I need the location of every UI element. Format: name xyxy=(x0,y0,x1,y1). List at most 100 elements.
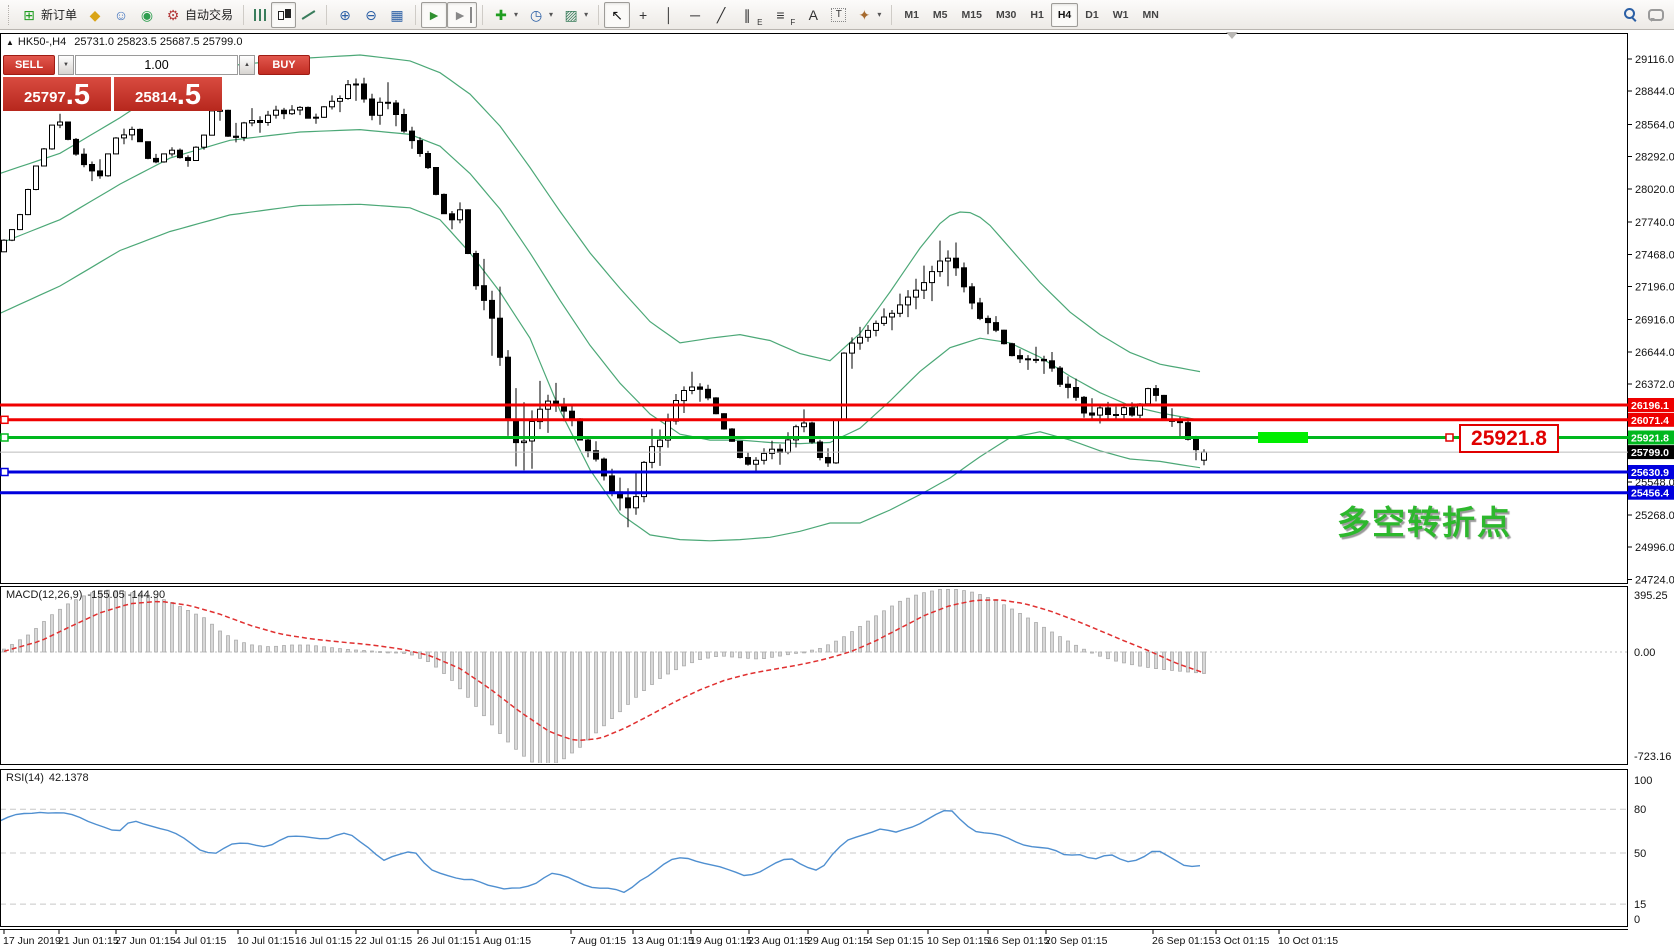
callout-anchor[interactable] xyxy=(1445,433,1454,442)
price-tag-label: 25630.9 xyxy=(1631,467,1669,479)
price-tag-label: 25456.4 xyxy=(1631,488,1669,500)
chevron-down-icon[interactable]: ▾ xyxy=(549,10,554,19)
price-tag xyxy=(1628,412,1674,427)
tile-windows-icon: ▦ xyxy=(390,6,404,23)
crosshair-button[interactable]: + xyxy=(630,2,656,28)
signals-button[interactable]: ◉ xyxy=(134,2,160,28)
channel-icon: ∥ xyxy=(743,6,751,23)
new-order-button[interactable]: ⊞ 新订单 xyxy=(16,2,82,28)
timeframe-w1[interactable]: W1 xyxy=(1112,8,1129,21)
price-tick-label: 27468.0 xyxy=(1635,249,1674,261)
chart-shift-icon: ► xyxy=(452,6,473,23)
timeframe-mn[interactable]: MN xyxy=(1142,8,1159,21)
sell-price[interactable]: 25797.5 xyxy=(3,77,111,111)
price-tag xyxy=(1628,398,1674,412)
price-tick-label: 27740.0 xyxy=(1635,217,1674,229)
time-tick-label: 23 Aug 01:15 xyxy=(748,935,810,947)
fibonacci-button[interactable]: ≡ F xyxy=(767,2,800,28)
bar-chart-icon xyxy=(254,8,267,21)
autotrading-button[interactable]: ⚙ 自动交易 xyxy=(160,2,238,28)
collapse-marker-icon[interactable]: ▲ xyxy=(6,38,14,47)
trend-highlight-segment[interactable] xyxy=(1258,432,1308,443)
text-button[interactable]: A xyxy=(800,2,826,28)
search-icon xyxy=(1623,7,1638,22)
ohlc-values: 25731.0 25823.5 25687.5 25799.0 xyxy=(74,36,243,48)
timeframe-m15[interactable]: M15 xyxy=(961,8,982,21)
timeframe-d1[interactable]: D1 xyxy=(1085,8,1099,21)
time-tick-label: 27 Jun 01:15 xyxy=(115,935,176,947)
volume-increase-button[interactable]: ▲ xyxy=(239,55,255,75)
horizontal-line-button[interactable]: ─ xyxy=(682,2,708,28)
horizontal-lines[interactable] xyxy=(0,403,1628,495)
time-tick-label: 7 Aug 01:15 xyxy=(570,935,626,947)
rsi-line xyxy=(1,809,1201,894)
candlestick-icon xyxy=(276,7,292,22)
rsi-axis-label: 50 xyxy=(1634,848,1646,860)
label-button[interactable]: T xyxy=(826,2,851,28)
timeframe-m30[interactable]: M30 xyxy=(995,8,1017,21)
search-button[interactable] xyxy=(1618,2,1643,28)
chevron-down-icon[interactable]: ▾ xyxy=(584,10,589,19)
chevron-down-icon[interactable]: ▾ xyxy=(877,10,882,19)
periods-button[interactable]: ◷ ▾ xyxy=(523,2,558,28)
toolbar-right-group xyxy=(1618,2,1669,28)
line-anchor[interactable] xyxy=(0,433,9,442)
time-tick-label: 10 Sep 01:15 xyxy=(927,935,990,947)
price-tag-label: 26071.4 xyxy=(1631,415,1669,427)
macd-indicator-label: MACD(12,26,9) -155.05 -144.90 xyxy=(6,589,165,601)
auto-scroll-button[interactable]: ► xyxy=(421,1,448,28)
candlestick-button[interactable] xyxy=(271,1,297,28)
cursor-button[interactable]: ↖ xyxy=(604,1,631,28)
chevron-down-icon[interactable]: ▾ xyxy=(514,10,519,19)
line-anchor[interactable] xyxy=(0,415,9,425)
price-axis[interactable]: 29116.0 28844.0 28564.0 28292.0 28020.0 27740… xyxy=(1628,54,1674,926)
toolbar-separator xyxy=(891,4,893,25)
line-chart-button[interactable] xyxy=(296,2,321,28)
channel-button[interactable]: ∥ E xyxy=(734,2,767,28)
macd-pane xyxy=(1,589,1627,763)
sell-button[interactable]: SELL xyxy=(3,55,55,75)
vertical-line-button[interactable]: │ xyxy=(656,2,682,28)
trendline-button[interactable]: ╱ xyxy=(708,2,734,28)
templates-button[interactable]: ▨ ▾ xyxy=(558,2,593,28)
bollinger-lower-band xyxy=(1,203,1201,542)
buy-button[interactable]: BUY xyxy=(258,55,310,75)
line-anchor[interactable] xyxy=(0,467,9,477)
chinese-annotation[interactable]: 多空转折点 xyxy=(1337,504,1512,541)
price-tag xyxy=(1628,445,1674,460)
indicators-button[interactable]: ✚ ▾ xyxy=(488,2,523,28)
price-callout[interactable]: 25921.8 xyxy=(1459,424,1559,453)
zoom-out-button[interactable]: ⊖ xyxy=(358,2,384,28)
time-tick-label: 3 Oct 01:15 xyxy=(1215,935,1269,947)
volume-input[interactable] xyxy=(75,55,238,75)
chat-button[interactable] xyxy=(1643,2,1669,28)
toolbar-gripper[interactable] xyxy=(8,4,13,25)
buy-price-main: 25814 xyxy=(135,89,177,106)
rsi-axis-label: 15 xyxy=(1634,899,1646,911)
timeframe-h1[interactable]: H1 xyxy=(1030,8,1044,21)
zoom-in-button[interactable]: ⊕ xyxy=(332,2,358,28)
market-watch-button[interactable]: ☺ xyxy=(108,2,134,28)
price-tick-label: 24996.0 xyxy=(1635,542,1674,554)
timeframe-m1[interactable]: M1 xyxy=(904,8,919,21)
timeframe-h4[interactable]: H4 xyxy=(1050,2,1079,27)
tile-windows-button[interactable]: ▦ xyxy=(384,2,410,28)
buy-price[interactable]: 25814.5 xyxy=(114,77,222,111)
new-order-button-label: 新订单 xyxy=(41,8,78,22)
time-tick-label: 21 Jun 01:15 xyxy=(58,935,119,947)
price-tick-label: 24724.0 xyxy=(1635,574,1674,586)
timeframe-m5[interactable]: M5 xyxy=(932,8,948,21)
price-tick-label: 26644.0 xyxy=(1635,347,1674,359)
sell-price-big: .5 xyxy=(65,79,90,111)
arrows-button[interactable]: ✦ ▾ xyxy=(851,2,886,28)
market-icon: ☺ xyxy=(113,6,129,23)
price-tag xyxy=(1628,465,1674,479)
chart-title: ▲ HK50-,H4 25731.0 25823.5 25687.5 25799.0 xyxy=(6,36,242,48)
time-tick-label: 10 Jul 01:15 xyxy=(237,935,294,947)
volume-decrease-button[interactable]: ▼ xyxy=(58,55,74,75)
chart-shift-button[interactable]: ► xyxy=(447,1,478,28)
metaeditor-button[interactable]: ◆ xyxy=(82,2,108,28)
bar-chart-button[interactable] xyxy=(249,2,271,28)
